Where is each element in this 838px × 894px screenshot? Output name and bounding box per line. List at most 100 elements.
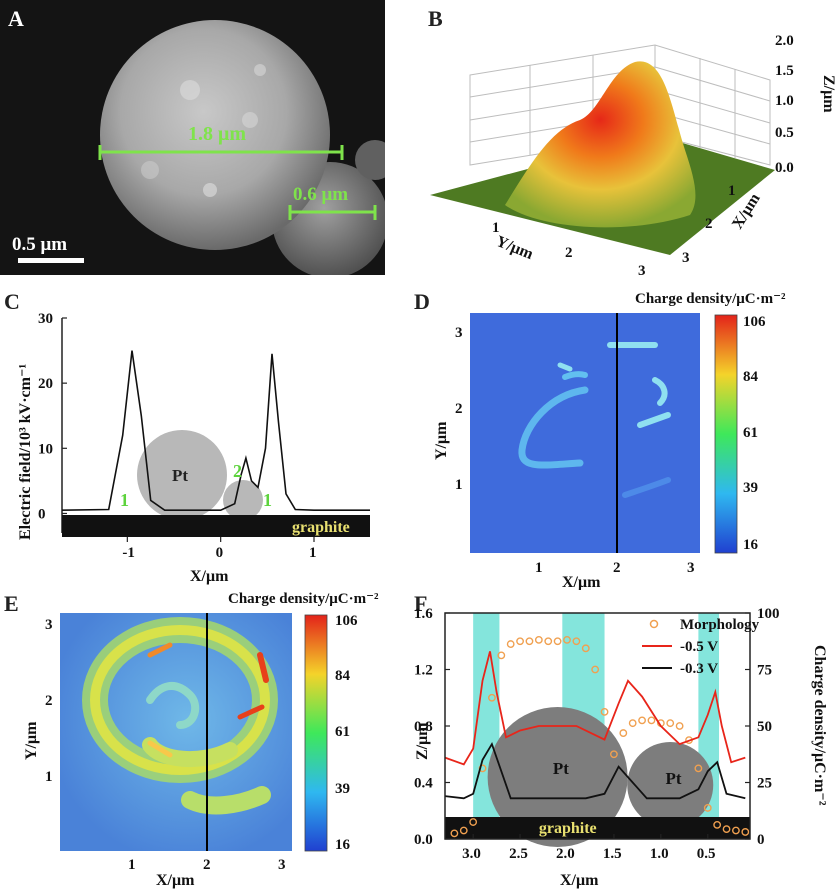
d-ring — [518, 342, 671, 498]
large-particle — [100, 20, 330, 250]
morphology-point — [525, 637, 534, 646]
f-right-tick: 50 — [757, 719, 772, 735]
f-right-tick: 25 — [757, 776, 772, 792]
f-legend: Morphology -0.5 V -0.3 V — [642, 617, 760, 677]
e-colorbar-title: Charge density/μC·m⁻² — [228, 591, 379, 607]
svg-text:3: 3 — [687, 560, 695, 576]
panel-b-label: B — [428, 6, 443, 31]
measure-label-large: 1.8 μm — [188, 123, 246, 145]
panel-a: A 1.8 μm 0.6 μm 0.5 μm — [0, 0, 385, 275]
f-right-tick: 75 — [757, 663, 772, 679]
svg-text:16: 16 — [743, 537, 759, 553]
svg-text:1: 1 — [535, 560, 543, 576]
svg-text:2: 2 — [45, 693, 53, 709]
panel-d: D Charge density/μC·m⁻² 1 2 3 1 2 3 Y/μm… — [414, 289, 786, 590]
c-peak-label-1: 1 — [120, 490, 129, 510]
morphology-point — [488, 693, 496, 702]
e-colorbar — [304, 614, 328, 852]
d-heatmap — [470, 313, 700, 553]
legend-marker — [649, 619, 659, 629]
morphology-point — [459, 826, 468, 835]
morphology-point — [497, 651, 506, 660]
svg-text:3: 3 — [278, 857, 286, 873]
morphology-point — [581, 644, 590, 653]
z-axis-ticks: 2.0 1.5 1.0 0.5 0.0 — [775, 33, 794, 176]
pt-particle-small — [223, 480, 263, 520]
d-x-ticks: 1 2 3 — [535, 560, 695, 576]
d-colorbar — [714, 314, 738, 554]
z-axis-label: Z/μm — [820, 75, 837, 113]
c-y-ticks: 0 10 20 30 — [38, 311, 67, 522]
e-colorbar-ticks: 16 39 61 84 106 — [335, 613, 358, 853]
c-y-tick: 20 — [38, 376, 53, 392]
d-colorbar-ticks: 16 39 61 84 106 — [743, 314, 766, 553]
morphology-point — [516, 637, 524, 646]
morphology-point — [506, 640, 515, 648]
morphology-point — [713, 820, 722, 829]
morphology-point — [591, 665, 600, 674]
series-line-2 — [444, 741, 746, 800]
f-right-ticks: 0 25 50 75 100 — [745, 606, 780, 848]
morphology-point — [553, 637, 562, 646]
f-graphite-label: graphite — [539, 820, 597, 837]
f-pt-label-small: Pt — [666, 769, 682, 788]
svg-text:2: 2 — [613, 560, 621, 576]
svg-text:1: 1 — [728, 183, 736, 199]
svg-text:84: 84 — [743, 369, 759, 385]
svg-text:2: 2 — [705, 216, 713, 232]
morphology-point — [600, 707, 609, 716]
morphology-point — [732, 826, 740, 835]
f-pt-particle-small — [627, 742, 714, 828]
c-x-tick: 1 — [309, 545, 317, 561]
panel-c-label: C — [4, 289, 20, 314]
f-xlabel: X/μm — [560, 872, 599, 889]
morphology-point — [563, 635, 571, 644]
morphology-point — [534, 635, 543, 644]
f-pt-particle-large — [487, 707, 628, 847]
c-y-tick: 10 — [38, 441, 53, 457]
svg-text:2: 2 — [565, 245, 573, 261]
svg-text:3: 3 — [45, 617, 53, 633]
c-pt-label: Pt — [172, 466, 188, 485]
svg-text:2.0: 2.0 — [775, 33, 794, 49]
d-y-ticks: 1 2 3 — [455, 325, 463, 493]
panel-e: E Charge density/μC·m⁻² 1 2 3 1 2 3 Y/μm… — [4, 591, 379, 889]
svg-text:0.0: 0.0 — [775, 160, 794, 176]
c-x-tick: -1 — [122, 545, 135, 561]
surface-peak — [505, 61, 696, 228]
svg-text:0.5: 0.5 — [775, 125, 794, 141]
legend-label: Morphology — [680, 617, 760, 633]
svg-text:3: 3 — [455, 325, 463, 341]
measure-label-small: 0.6 μm — [293, 184, 348, 205]
c-x-ticks: -1 0 1 — [122, 537, 317, 561]
svg-text:2: 2 — [203, 857, 211, 873]
c-y-tick: 0 — [38, 506, 46, 522]
svg-text:39: 39 — [743, 480, 758, 496]
e-y-ticks: 1 2 3 — [45, 617, 53, 785]
f-right-tick: 0 — [757, 832, 765, 848]
svg-text:1: 1 — [128, 857, 136, 873]
legend-label: -0.3 V — [680, 661, 718, 677]
e-ylabel: Y/μm — [23, 721, 40, 760]
morphology-point — [450, 829, 459, 838]
f-left-tick: 0.0 — [414, 832, 433, 848]
svg-text:106: 106 — [743, 314, 766, 330]
f-x-tick: 1.0 — [650, 846, 669, 862]
pt-particle-large — [137, 430, 227, 520]
morphology-point — [703, 804, 712, 812]
c-x-tick: 0 — [216, 545, 224, 561]
f-x-tick: 2.5 — [509, 846, 528, 862]
f-x-tick: 3.0 — [462, 846, 481, 862]
f-left-tick: 0.4 — [414, 776, 433, 792]
c-xlabel: X/μm — [190, 568, 229, 585]
morphology-point — [694, 764, 703, 773]
morphology-point — [469, 818, 478, 826]
f-left-tick: 0.8 — [414, 719, 433, 735]
panel-d-label: D — [414, 289, 430, 314]
svg-text:3: 3 — [682, 250, 690, 266]
f-pt-label-large: Pt — [553, 759, 569, 778]
morphology-point — [572, 637, 581, 646]
f-x-tick: 0.5 — [697, 846, 716, 862]
f-ylabel-left: Z/μm — [414, 722, 431, 760]
